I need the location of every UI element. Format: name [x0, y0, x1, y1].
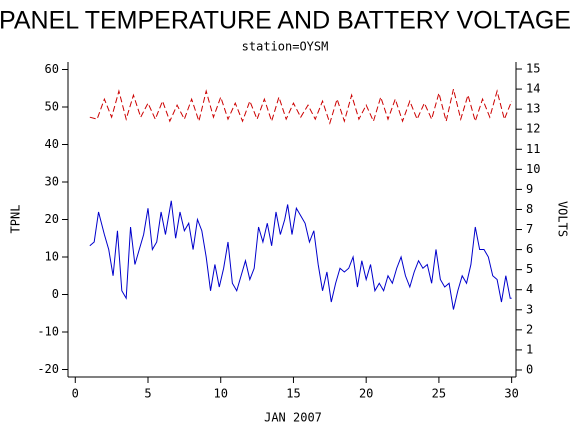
x-tick-label: 25 [432, 387, 446, 401]
series-line [89, 88, 513, 125]
y-axis-label: TPNL [9, 205, 23, 234]
x-tick-label: 20 [359, 387, 373, 401]
y-tick-label: 40 [45, 137, 59, 151]
y2-tick-label: 12 [526, 122, 540, 136]
x-tick-label: 30 [504, 387, 518, 401]
x-axis-label: JAN 2007 [264, 411, 322, 425]
y2-axis-label: VOLTS [556, 201, 570, 237]
y2-tick-label: 1 [526, 342, 533, 356]
y2-tick-label: 6 [526, 242, 533, 256]
y-tick-label: -10 [37, 325, 59, 339]
y2-tick-label: 9 [526, 182, 533, 196]
y2-tick-label: 13 [526, 102, 540, 116]
x-tick-label: 5 [144, 387, 151, 401]
y-tick-label: 10 [45, 250, 59, 264]
y2-tick-label: 8 [526, 202, 533, 216]
x-tick-label: 10 [214, 387, 228, 401]
chart-subtitle: station=OYSM [242, 40, 329, 54]
y-tick-label: 50 [45, 100, 59, 114]
y-tick-label: 20 [45, 212, 59, 226]
y2-tick-label: 3 [526, 302, 533, 316]
series-line [89, 200, 512, 310]
y2-tick-label: 14 [526, 82, 540, 96]
y2-tick-label: 2 [526, 322, 533, 336]
chart-title: PANEL TEMPERATURE AND BATTERY VOLTAGE [0, 7, 570, 35]
y-tick-label: 60 [45, 62, 59, 76]
y2-tick-label: 0 [526, 362, 533, 376]
y2-tick-label: 7 [526, 222, 533, 236]
y-tick-label: 0 [52, 287, 59, 301]
y-tick-label: -20 [37, 362, 59, 376]
y2-tick-label: 5 [526, 262, 533, 276]
x-tick-label: 0 [72, 387, 79, 401]
x-tick-label: 15 [286, 387, 300, 401]
y2-tick-label: 4 [526, 282, 533, 296]
y-tick-label: 30 [45, 175, 59, 189]
y2-tick-label: 15 [526, 62, 540, 76]
y2-tick-label: 11 [526, 142, 540, 156]
y2-tick-label: 10 [526, 162, 540, 176]
